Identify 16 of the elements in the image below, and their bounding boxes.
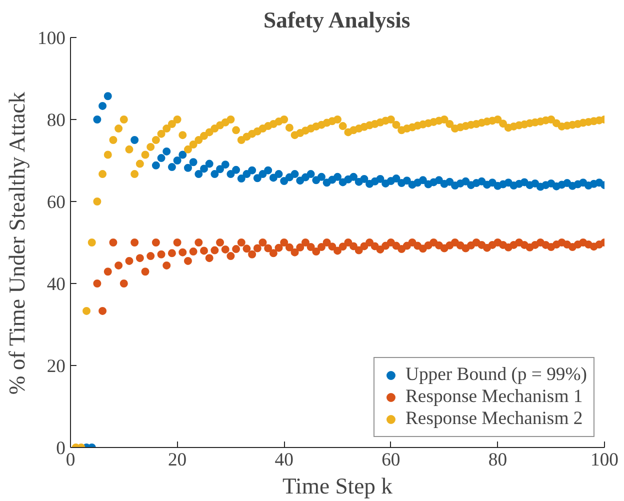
chart-title: Safety Analysis [264,8,410,32]
x-tick-label: 100 [590,450,618,470]
y-tick-label: 60 [46,192,66,213]
y-tick-label: 80 [46,110,66,131]
legend-label: Upper Bound (p = 99%) [405,364,587,386]
x-axis-title: Time Step k [282,474,394,498]
x-tick-label: 20 [168,450,187,470]
y-tick-label: 20 [46,356,66,377]
legend-label: Response Mechanism 1 [405,386,583,408]
x-tick-label: 40 [274,450,294,470]
legend-label: Response Mechanism 2 [405,408,583,430]
x-tick-label: 80 [488,450,508,470]
y-tick-label: 40 [46,274,66,295]
x-tick-label: 60 [382,450,400,470]
y-axis-title: % of Time Under Stealthy Attack [4,91,30,395]
y-tick-label: 100 [38,28,66,49]
